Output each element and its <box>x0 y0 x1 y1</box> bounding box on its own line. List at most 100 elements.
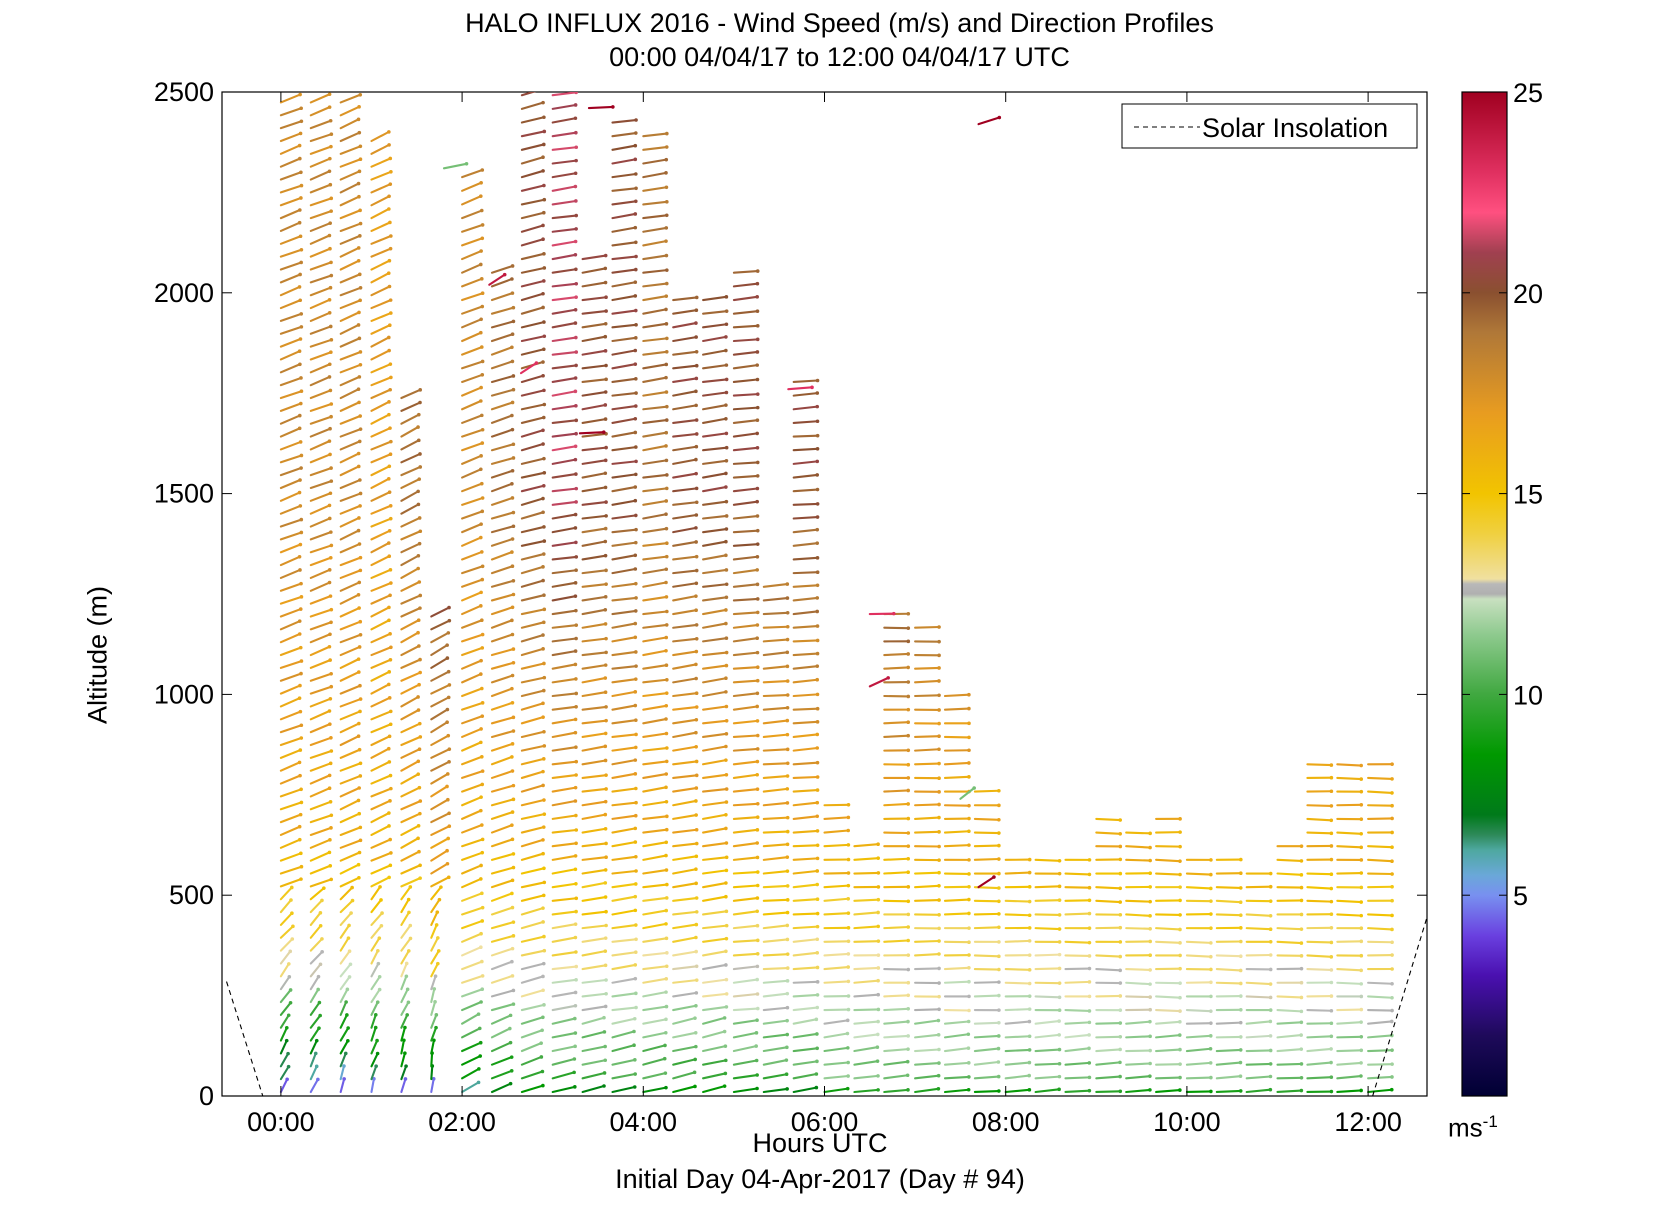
wind-barb <box>581 417 608 424</box>
wind-barb <box>642 1085 668 1094</box>
wind-barb <box>1095 1021 1123 1025</box>
wind-barb <box>400 566 420 579</box>
wind-barb <box>461 262 483 274</box>
wind-barb <box>370 375 393 387</box>
wind-barb <box>551 745 578 752</box>
wind-barb <box>1276 858 1304 863</box>
wind-barb <box>279 362 302 374</box>
wind-barb <box>551 1004 578 1012</box>
wind-barb <box>551 555 579 561</box>
wind-barb <box>461 291 485 302</box>
wind-barb <box>1125 913 1152 918</box>
wind-barb <box>611 540 638 547</box>
wind-barb <box>823 828 851 834</box>
wind-barb <box>642 253 669 261</box>
wind-barb <box>490 1081 513 1094</box>
wind-barb <box>642 499 669 506</box>
wind-barb <box>309 607 334 618</box>
wind-barb <box>309 911 323 926</box>
wind-barb <box>883 980 911 985</box>
wind-barb <box>1185 1046 1213 1053</box>
wind-barb <box>702 539 728 547</box>
wind-barb <box>520 934 546 943</box>
wind-barb <box>370 452 393 464</box>
wind-barb <box>1034 884 1062 889</box>
wind-barb <box>1125 831 1152 836</box>
wind-barb <box>400 425 420 438</box>
wind-barb <box>883 652 911 657</box>
wind-barb <box>1306 994 1334 998</box>
wind-barb <box>1367 872 1394 876</box>
wind-barb <box>642 717 668 725</box>
wind-barb <box>853 1059 880 1066</box>
wind-barb <box>279 183 304 194</box>
wind-barb <box>520 812 547 820</box>
wind-barb <box>642 990 668 998</box>
wind-barb <box>309 156 332 168</box>
wind-barb <box>762 611 790 616</box>
wind-barb <box>490 359 515 370</box>
wind-barb <box>309 196 334 207</box>
wind-barb <box>672 308 699 315</box>
y-tick-label: 2000 <box>154 278 214 308</box>
wind-barb <box>642 336 669 343</box>
wind-barb <box>732 704 759 711</box>
wind-barb <box>309 850 332 862</box>
wind-barb <box>279 530 304 541</box>
wind-barb <box>973 912 1001 916</box>
wind-barb <box>611 362 638 370</box>
wind-barb <box>279 773 302 785</box>
wind-barb <box>430 875 451 888</box>
wind-barb <box>309 658 332 669</box>
wind-barb <box>581 526 608 534</box>
wind-barb <box>672 471 698 479</box>
wind-barb <box>551 335 578 343</box>
wind-barb <box>551 867 578 875</box>
wind-barb <box>732 855 760 861</box>
wind-barb <box>279 298 303 310</box>
wind-barb <box>1276 1020 1304 1025</box>
wind-barb <box>672 1057 697 1066</box>
wind-barb <box>943 735 971 740</box>
wind-barb <box>279 196 303 207</box>
wind-barb <box>551 486 579 493</box>
wind-barb <box>339 987 350 1004</box>
wind-barb <box>1004 870 1032 875</box>
wind-barb <box>490 374 516 384</box>
wind-barb <box>943 706 971 711</box>
wind-barb <box>1367 967 1394 971</box>
wind-barb <box>943 829 971 834</box>
wind-barb <box>339 414 362 425</box>
wind-barb <box>853 885 881 889</box>
wind-barb <box>672 363 699 370</box>
wind-barb <box>611 1016 637 1025</box>
wind-barb <box>370 1038 379 1055</box>
wind-barb <box>853 939 881 943</box>
wind-barb <box>642 936 669 943</box>
wind-barb <box>732 377 760 384</box>
wind-barb <box>1004 968 1032 972</box>
wind-barb <box>883 967 911 972</box>
wind-barb <box>400 516 422 528</box>
wind-barb <box>1185 967 1213 972</box>
wind-barb <box>1306 926 1334 930</box>
wind-barb <box>853 1074 880 1080</box>
wind-barb <box>430 733 451 747</box>
wind-barb <box>520 961 546 971</box>
wind-barb <box>611 404 638 411</box>
wind-barb <box>1155 1088 1182 1094</box>
wind-barb <box>853 1088 880 1094</box>
wind-barb <box>461 330 483 343</box>
wind-barb <box>339 632 363 644</box>
wind-barb <box>581 868 608 875</box>
wind-barb <box>642 1017 668 1025</box>
wind-barb <box>581 663 608 670</box>
wind-barb <box>430 784 449 798</box>
wind-barb <box>1306 1008 1334 1013</box>
wind-barb <box>672 554 699 561</box>
wind-barb <box>672 526 698 534</box>
wind-barb <box>1064 954 1092 958</box>
wind-barb <box>823 994 851 998</box>
wind-barb <box>642 239 668 247</box>
wind-barb <box>309 310 332 322</box>
